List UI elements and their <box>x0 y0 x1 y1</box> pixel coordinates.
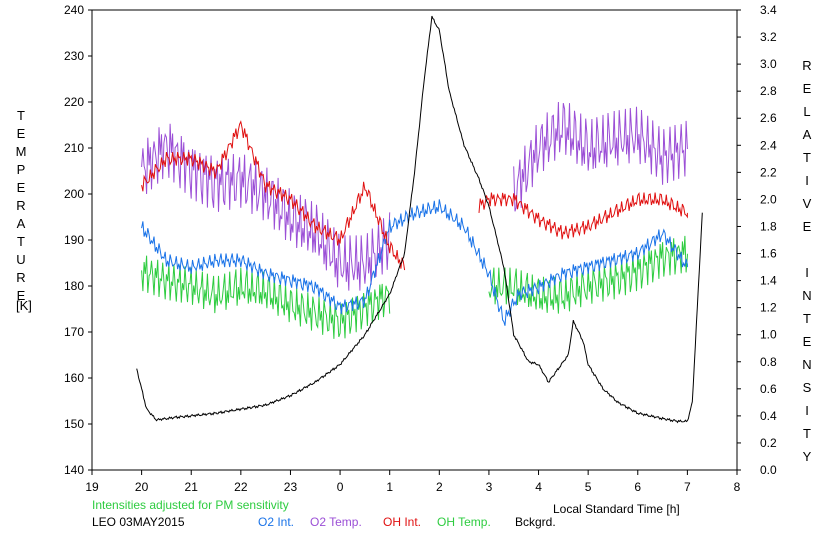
axis-layer: 1401501601701801902002102202302400.00.20… <box>64 3 777 494</box>
right-axis-title-letter: I <box>805 265 809 280</box>
left-axis-title-letter: E <box>17 126 26 141</box>
right-axis-title-letter: N <box>802 288 811 303</box>
right-axis-title-letter: I <box>805 173 809 188</box>
x-tick-label: 4 <box>535 480 542 494</box>
right-tick-label: 0.8 <box>760 355 777 369</box>
legend-oh-int: OH Int. <box>383 515 421 529</box>
left-axis-title-letter: U <box>16 252 25 267</box>
legend-oh-temp: OH Temp. <box>437 515 491 529</box>
left-axis-title-letter: P <box>17 162 26 177</box>
left-tick-label: 170 <box>64 325 84 339</box>
legend-bckgrd: Bckgrd. <box>515 515 556 529</box>
sensitivity-note: Intensities adjusted for PM sensitivity <box>92 498 289 512</box>
right-tick-label: 2.4 <box>760 138 777 152</box>
x-tick-label: 20 <box>135 480 149 494</box>
left-tick-label: 230 <box>64 49 84 63</box>
right-axis-title-letter: I <box>805 403 809 418</box>
right-tick-label: 1.4 <box>760 274 777 288</box>
plot-frame <box>91 9 738 471</box>
left-axis-title-letter: A <box>17 216 26 231</box>
left-tick-label: 150 <box>64 417 84 431</box>
right-tick-label: 1.0 <box>760 328 777 342</box>
right-tick-label: 1.6 <box>760 247 777 261</box>
right-axis-title-letter: Y <box>803 449 812 464</box>
right-axis-title-letter: E <box>803 81 812 96</box>
right-tick-label: 2.2 <box>760 165 777 179</box>
right-tick-label: 3.4 <box>760 3 777 17</box>
right-axis-title-letter: E <box>803 219 812 234</box>
series-o2_int <box>141 199 688 326</box>
left-axis-title-letter: E <box>17 180 26 195</box>
x-tick-label: 21 <box>185 480 199 494</box>
left-tick-label: 160 <box>64 371 84 385</box>
right-tick-label: 2.6 <box>760 111 777 125</box>
right-tick-label: 0.4 <box>760 409 777 423</box>
series-bckgrd <box>136 15 703 424</box>
left-tick-label: 220 <box>64 95 84 109</box>
left-tick-label: 200 <box>64 187 84 201</box>
left-tick-label: 240 <box>64 3 84 17</box>
right-axis-title-letter: S <box>803 380 812 395</box>
right-tick-label: 1.2 <box>760 301 777 315</box>
right-axis-title-letter: T <box>803 311 811 326</box>
right-tick-label: 0.6 <box>760 382 777 396</box>
right-tick-label: 0.2 <box>760 436 777 450</box>
left-axis-title-letter: T <box>17 108 25 123</box>
x-tick-label: 23 <box>284 480 298 494</box>
legend-o2-int: O2 Int. <box>258 515 294 529</box>
right-axis-title-letter: N <box>802 357 811 372</box>
left-axis-title-letter: M <box>16 144 27 159</box>
right-axis-title-letter: E <box>803 334 812 349</box>
x-tick-label: 6 <box>634 480 641 494</box>
left-tick-label: 140 <box>64 463 84 477</box>
left-axis-title-letter: E <box>17 288 26 303</box>
series-oh_int <box>141 120 688 271</box>
left-tick-label: 210 <box>64 141 84 155</box>
right-axis-title-letter: V <box>803 196 812 211</box>
x-tick-label: 19 <box>85 480 99 494</box>
right-tick-label: 2.8 <box>760 84 777 98</box>
right-tick-label: 3.0 <box>760 57 777 71</box>
series-oh_temp <box>141 235 688 339</box>
x-tick-label: 7 <box>684 480 691 494</box>
right-axis-title-letter: L <box>803 104 810 119</box>
right-tick-label: 3.2 <box>760 30 777 44</box>
x-tick-label: 1 <box>386 480 393 494</box>
left-tick-label: 190 <box>64 233 84 247</box>
series-layer <box>136 15 703 424</box>
x-tick-label: 2 <box>436 480 443 494</box>
x-tick-label: 3 <box>486 480 493 494</box>
station-date: LEO 03MAY2015 <box>92 515 185 529</box>
right-tick-label: 1.8 <box>760 219 777 233</box>
left-axis-title-letter: R <box>16 198 25 213</box>
x-tick-label: 22 <box>234 480 248 494</box>
left-axis-title-letter: R <box>16 270 25 285</box>
left-axis-title-letter: T <box>17 234 25 249</box>
right-axis-title-letter: T <box>803 150 811 165</box>
right-tick-label: 2.0 <box>760 192 777 206</box>
legend-o2-temp: O2 Temp. <box>310 515 362 529</box>
right-axis-title-letter: R <box>802 58 811 73</box>
x-tick-label: 5 <box>585 480 592 494</box>
right-axis-title-letter: T <box>803 426 811 441</box>
right-axis-title-letter: A <box>803 127 812 142</box>
left-tick-label: 180 <box>64 279 84 293</box>
x-tick-label: 8 <box>734 480 741 494</box>
x-tick-label: 0 <box>337 480 344 494</box>
right-tick-label: 0.0 <box>760 463 777 477</box>
left-axis-unit: [K] <box>16 298 32 313</box>
x-axis-label: Local Standard Time [h] <box>553 502 680 516</box>
